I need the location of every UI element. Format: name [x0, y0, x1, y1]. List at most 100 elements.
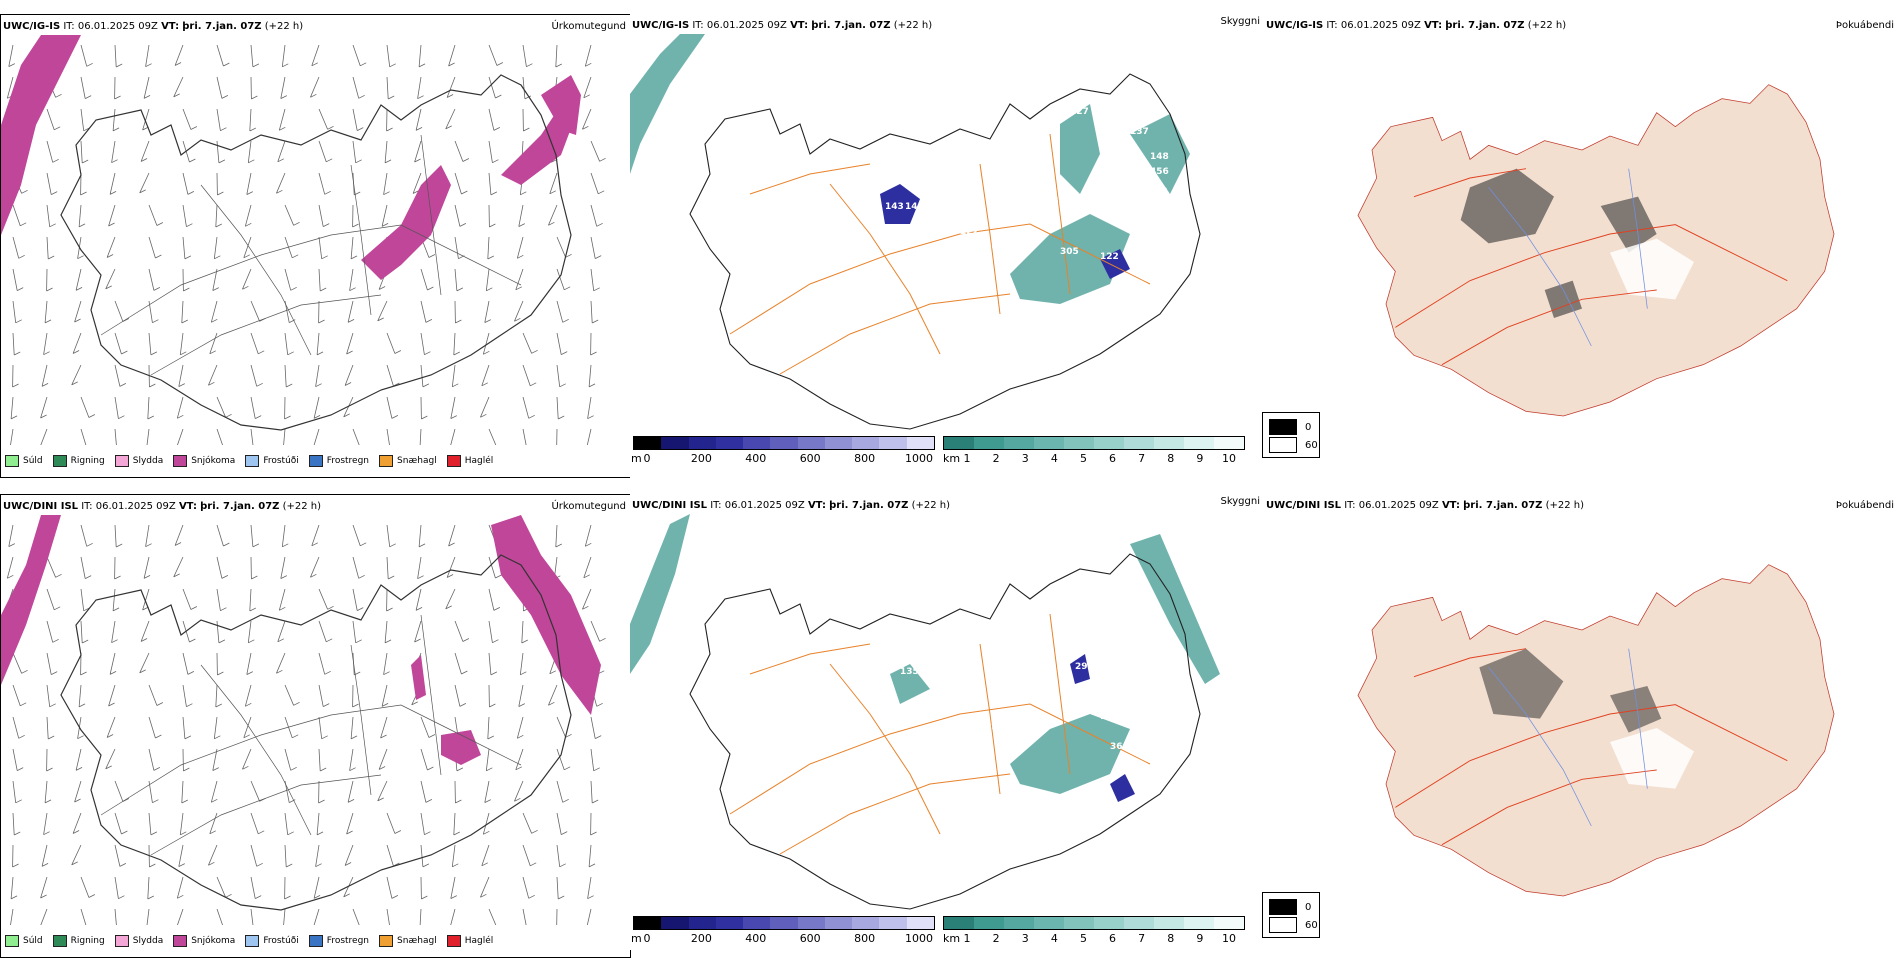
colorbar-tick-label: 7	[1138, 932, 1146, 945]
legend-swatch	[308, 455, 323, 467]
ceiling-value-label: 131	[1025, 692, 1044, 702]
ceiling-value-label: 262	[985, 242, 1004, 252]
legend-swatch	[5, 455, 19, 467]
ceiling-value-label: 143	[885, 202, 904, 212]
fog-panel-2: UWC/DINI ISL IT: 06.01.2025 09Z VT: þri.…	[1262, 494, 1898, 950]
legend-label: Súld	[23, 456, 43, 466]
roads	[1395, 648, 1788, 846]
rivers	[1488, 648, 1648, 827]
ceiling-value-label: 252	[1002, 252, 1021, 262]
legend-swatch	[173, 455, 188, 467]
legend-item: Súld	[5, 935, 43, 947]
land-fill	[1357, 84, 1835, 417]
legend-label: Snæhagl	[397, 456, 437, 466]
colorbar-tick-label: 10	[1222, 932, 1236, 945]
precip-legend: Súld Rigning Slydda Snjókoma Frostúði Frostre…	[5, 935, 493, 947]
colorbar-tick-label: 6	[1109, 932, 1117, 945]
legend-item: Slydda	[114, 935, 163, 947]
legend-label: Frostúði	[263, 456, 299, 466]
colorbar-tick-label: 1	[963, 452, 971, 465]
visibility-unit: km	[943, 932, 961, 945]
precip-type-panel-2: UWC/DINI ISL IT: 06.01.2025 09Z VT: þri.…	[0, 494, 631, 958]
colorbar-tick-label: 600	[799, 932, 821, 945]
panel-title: Þokuábendi	[1835, 20, 1894, 31]
legend-swatch	[114, 455, 129, 467]
snow-area	[1, 35, 581, 280]
ceiling-value-label: 22	[1010, 657, 1023, 667]
panel-title: Úrkomutegund	[551, 501, 626, 512]
iceland-outline	[60, 74, 572, 431]
roads	[729, 613, 1151, 855]
roads	[100, 134, 522, 376]
legend-swatch	[5, 935, 19, 947]
iceland-outline	[689, 73, 1201, 430]
legend-item: Rigning	[52, 455, 105, 467]
legend-label: Snjókoma	[191, 456, 236, 466]
panel-header: UWC/IG-IS IT: 06.01.2025 09Z VT: þri. 7.…	[1266, 20, 1567, 31]
legend-item: Slydda	[114, 455, 164, 467]
iceland-map	[1, 35, 606, 445]
ceiling-value-label: 14	[905, 202, 918, 212]
ceiling-value-label: 760	[1015, 232, 1034, 242]
legend-item: Frostregn	[308, 455, 369, 467]
colorbar-tick-label: 3	[1021, 932, 1029, 945]
ceiling-value-label: 135	[900, 667, 919, 677]
ceiling-value-label: 32	[1150, 657, 1163, 667]
legend-swatch	[446, 455, 461, 467]
visibility-colorbar	[943, 436, 1245, 450]
legend-swatch	[446, 935, 461, 947]
visibility-unit: km	[943, 452, 961, 465]
colorbar-tick-label: 0	[643, 932, 651, 945]
colorbar-tick-label: 8	[1167, 452, 1175, 465]
glacier-area	[1610, 238, 1694, 300]
legend-swatch	[245, 455, 260, 467]
iceland-map	[1357, 84, 1835, 417]
panel-title: Skyggni	[1220, 16, 1260, 27]
legend-swatch	[245, 935, 260, 947]
ceiling-value-label: 191	[985, 722, 1004, 732]
precip-legend: Súld Rigning Slydda Snjókoma Frostúði Frostre…	[5, 455, 493, 467]
colorbar-tick-label: 400	[745, 452, 767, 465]
legend-swatch	[52, 455, 67, 467]
ceiling-value-label: 36	[1110, 742, 1123, 752]
ceiling-value-label: 13	[1130, 622, 1143, 632]
legend-swatch	[379, 455, 394, 467]
legend-item: Snæhagl	[379, 455, 437, 467]
colorbar-tick-label: 800	[854, 932, 876, 945]
ceiling-value-label: 148	[1150, 152, 1169, 162]
visibility-panel-2: UWC/DINI ISL IT: 06.01.2025 09Z VT: þri.…	[630, 494, 1260, 950]
legend-item: Haglél	[446, 935, 494, 947]
colorbar-tick-label: 400	[745, 932, 767, 945]
ceiling-value-label: 136	[1100, 712, 1119, 722]
legend-swatch	[379, 935, 394, 947]
legend-item: Frostúði	[245, 935, 299, 947]
visibility-panel-1: UWC/IG-IS IT: 06.01.2025 09Z VT: þri. 7.…	[630, 14, 1260, 478]
ceiling-value-label: 29	[1075, 662, 1088, 672]
legend-swatch	[308, 935, 323, 947]
panel-title: Skyggni	[1220, 496, 1260, 507]
colorbar-tick-label: 800	[854, 452, 876, 465]
panel-header: UWC/IG-IS IT: 06.01.2025 09Z VT: þri. 7.…	[632, 20, 933, 31]
legend-label: Rigning	[70, 936, 105, 946]
colorbar-tick-label: 1	[963, 932, 971, 945]
ceiling-area	[880, 184, 1130, 279]
legend-label: Slydda	[132, 456, 164, 466]
ceiling-value-label: 456	[1150, 167, 1169, 177]
rivers	[1488, 168, 1648, 347]
iceland-map: 135 262 191 131 22 29 13 136 36 139 32	[630, 514, 1220, 910]
iceland-outline	[689, 553, 1201, 910]
colorbar-tick-label: 1000	[905, 932, 933, 945]
colorbar-tick-label: 5	[1079, 932, 1087, 945]
roads	[100, 614, 522, 856]
legend-label: Haglél	[464, 936, 494, 946]
colorbar-tick-label: 600	[799, 452, 821, 465]
colorbar-tick-label: 200	[690, 452, 712, 465]
ceiling-value-label: 115	[1040, 197, 1059, 207]
ceiling-value-label: 222	[960, 227, 979, 237]
colorbar-tick-label: 6	[1109, 452, 1117, 465]
colorbar-tick-label: 3	[1021, 452, 1029, 465]
legend-item: Frostúði	[245, 455, 299, 467]
visibility-area	[630, 514, 1220, 794]
